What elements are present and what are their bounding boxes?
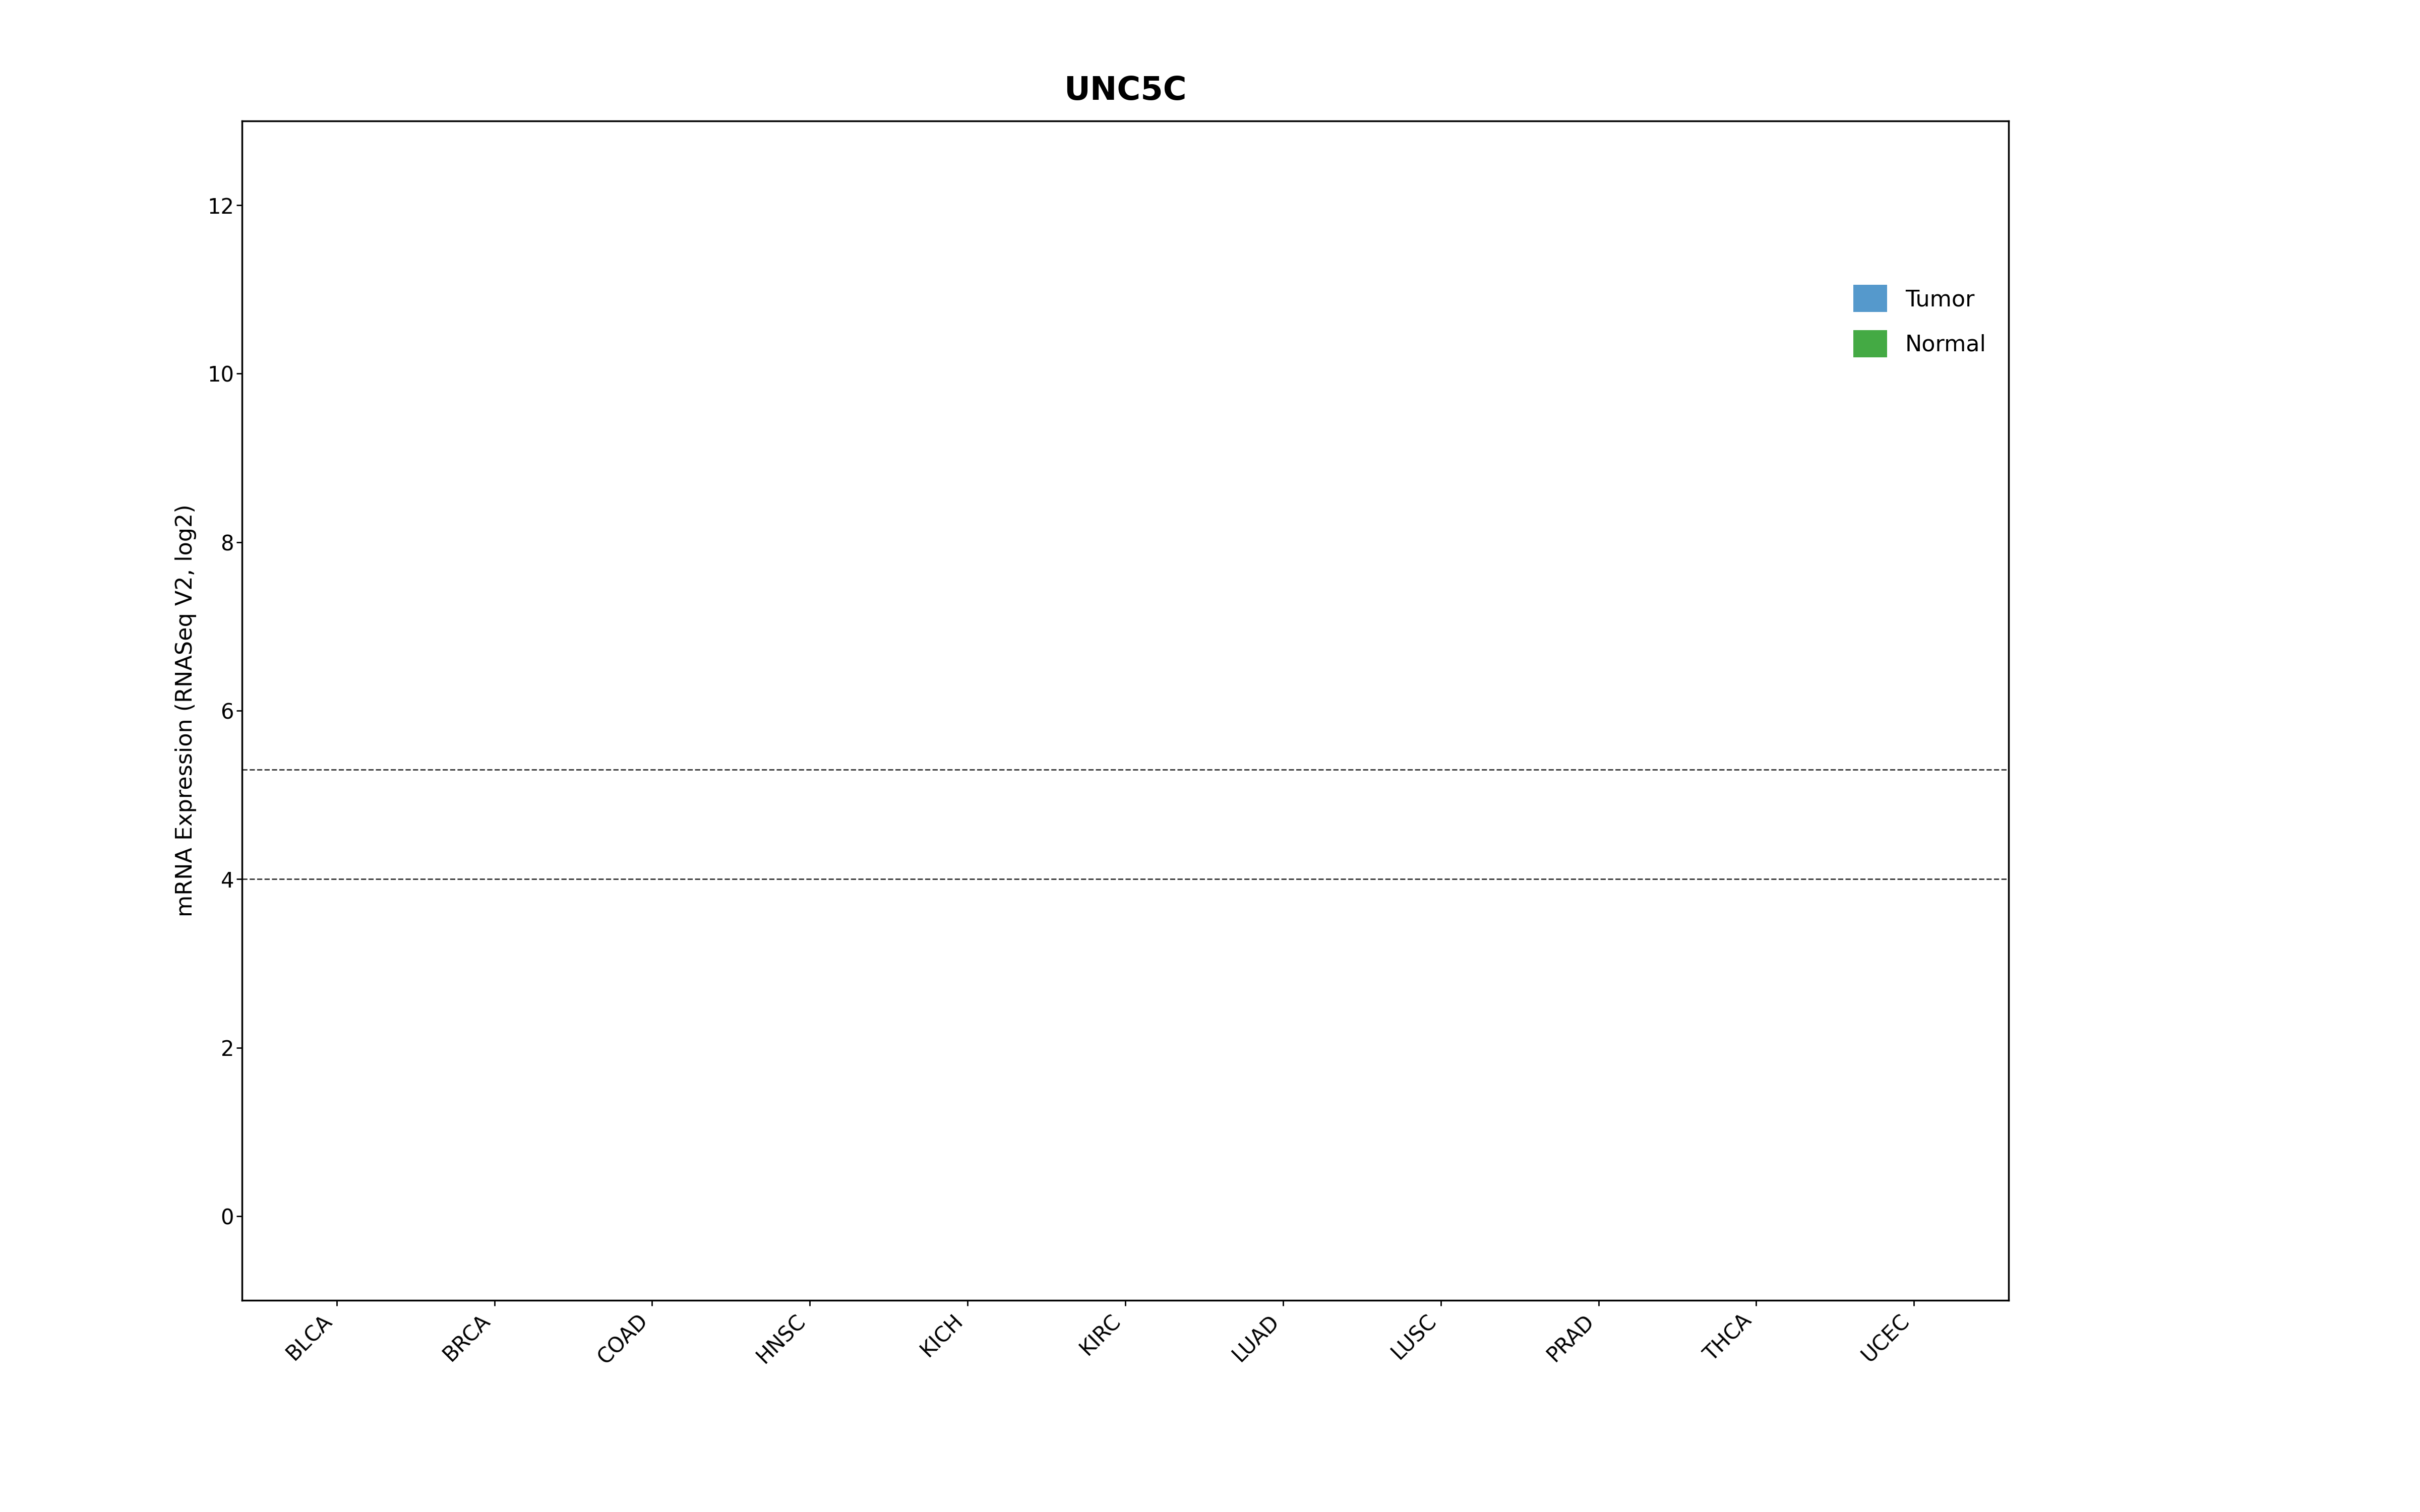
Y-axis label: mRNA Expression (RNASeq V2, log2): mRNA Expression (RNASeq V2, log2)	[174, 505, 196, 916]
Title: UNC5C: UNC5C	[1065, 76, 1186, 106]
Legend: Tumor, Normal: Tumor, Normal	[1842, 274, 1996, 369]
